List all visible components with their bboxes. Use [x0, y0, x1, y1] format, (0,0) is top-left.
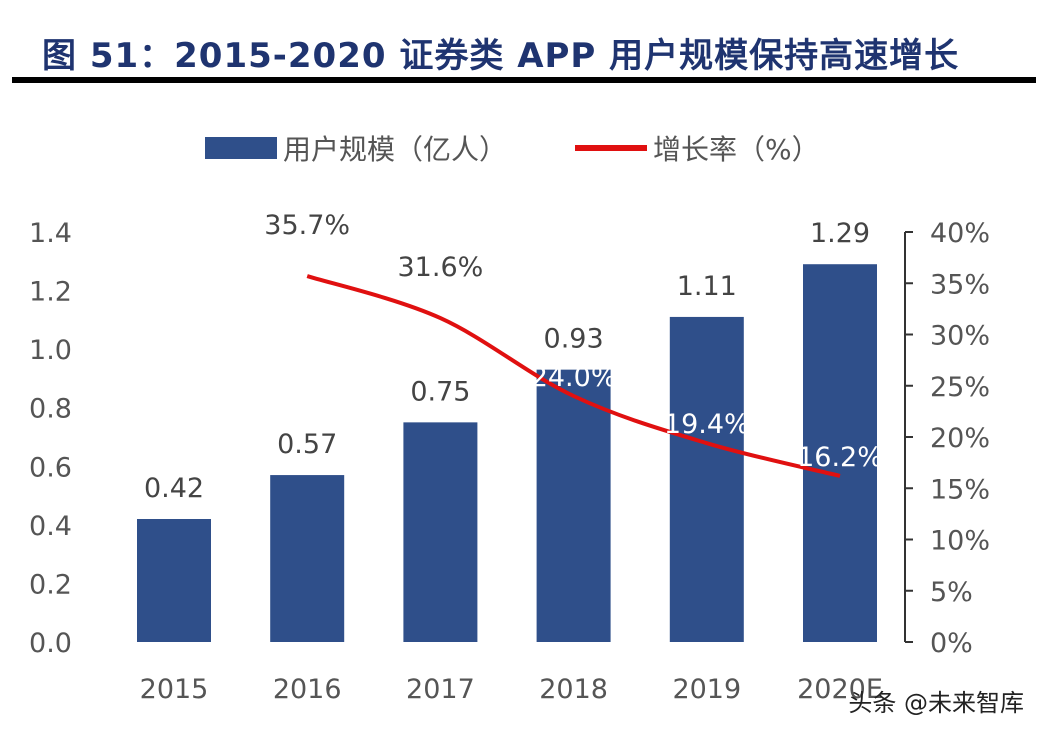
bar-data-label: 0.57 — [277, 429, 337, 460]
right-axis-tick-label: 35% — [930, 269, 990, 300]
x-axis-tick-label: 2016 — [273, 674, 342, 705]
right-axis-tick-label: 20% — [930, 423, 990, 454]
bar-2018 — [536, 369, 611, 642]
bar-2016 — [270, 475, 345, 642]
bar-data-label: 0.93 — [544, 324, 604, 355]
legend-line-label: 增长率（%） — [653, 133, 820, 166]
line-data-label: 16.2% — [797, 442, 883, 473]
bar-2019 — [669, 316, 744, 642]
watermark: 头条 @未来智库 — [848, 689, 1024, 717]
right-axis-tick-label: 40% — [930, 218, 990, 249]
left-axis-tick-label: 0.8 — [29, 394, 72, 425]
bar-2017 — [403, 422, 478, 642]
left-axis-tick-label: 1.2 — [29, 277, 72, 308]
x-axis-tick-label: 2017 — [406, 674, 475, 705]
x-axis-tick-label: 2018 — [539, 674, 608, 705]
x-axis-tick-label: 2020E — [797, 674, 883, 705]
bar-data-label: 1.29 — [810, 218, 870, 249]
x-axis-tick-label: 2019 — [672, 674, 741, 705]
line-data-label: 31.6% — [398, 252, 484, 283]
legend-line-swatch — [575, 145, 648, 151]
line-data-label: 35.7% — [264, 210, 350, 241]
left-axis-tick-label: 0.2 — [29, 569, 72, 600]
right-axis-tick-label: 15% — [930, 474, 990, 505]
legend-bar-swatch — [205, 137, 277, 159]
growth-rate-line — [306, 274, 841, 478]
bar-2020E — [803, 264, 877, 642]
right-axis-tick-label: 30% — [930, 321, 990, 352]
left-axis-tick-label: 0.6 — [29, 452, 72, 483]
chart-title: 图 51：2015-2020 证券类 APP 用户规模保持高速增长 — [42, 36, 960, 76]
bar-2015 — [137, 519, 211, 642]
bar-data-label: 1.11 — [677, 271, 737, 302]
right-axis-tick-label: 5% — [930, 577, 973, 608]
line-data-label: 24.0% — [531, 362, 617, 393]
bar-data-label: 0.75 — [410, 376, 470, 407]
left-axis-tick-label: 0.4 — [29, 511, 72, 542]
line-data-label: 19.4% — [664, 409, 750, 440]
right-axis-tick-label: 25% — [930, 372, 990, 403]
title-divider — [12, 77, 1036, 83]
left-axis-tick-label: 1.4 — [29, 218, 72, 249]
left-axis-tick-label: 0.0 — [29, 628, 72, 659]
legend-bar-label: 用户规模（亿人） — [283, 133, 508, 166]
right-axis-tick-label: 0% — [930, 628, 973, 659]
right-axis-tick-label: 10% — [930, 526, 990, 557]
legend: 用户规模（亿人） 增长率（%） — [205, 128, 820, 168]
bar-data-label: 0.42 — [144, 473, 204, 504]
x-axis-tick-label: 2015 — [140, 674, 209, 705]
left-axis-tick-label: 1.0 — [29, 335, 72, 366]
